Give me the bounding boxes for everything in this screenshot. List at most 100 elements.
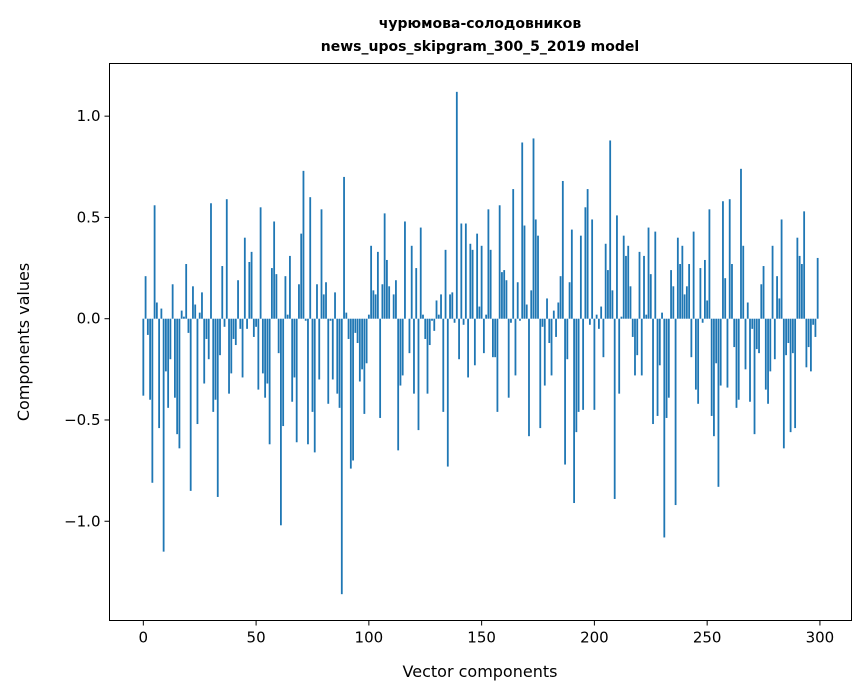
bar — [234, 318, 237, 346]
bar — [356, 318, 359, 344]
bar — [485, 314, 488, 319]
bar — [325, 282, 327, 319]
bar — [264, 318, 267, 398]
bar — [307, 318, 309, 445]
bar — [372, 290, 375, 319]
bar — [331, 318, 334, 380]
bar — [336, 318, 339, 394]
bar — [295, 318, 298, 443]
bar — [810, 318, 812, 372]
bar — [401, 318, 404, 376]
bar — [634, 318, 636, 376]
bar — [557, 302, 560, 319]
bar — [252, 318, 255, 337]
bar — [715, 318, 718, 364]
bar — [171, 284, 174, 319]
bar — [672, 286, 675, 319]
bar — [708, 209, 711, 319]
bar — [183, 316, 185, 319]
bar — [753, 318, 756, 435]
bar — [216, 318, 219, 497]
bar — [706, 300, 709, 319]
bar — [424, 318, 427, 339]
bar — [620, 316, 623, 319]
bar — [577, 318, 580, 412]
bar — [334, 292, 336, 319]
bar — [289, 255, 291, 319]
bar — [584, 207, 587, 319]
bar — [349, 318, 352, 469]
bar — [805, 318, 808, 368]
bar — [681, 245, 684, 319]
bar — [735, 318, 738, 408]
bar — [478, 306, 481, 319]
bar — [293, 318, 296, 378]
bar — [661, 312, 663, 319]
bar — [340, 318, 343, 595]
bar — [627, 245, 630, 319]
bar — [270, 268, 273, 319]
bar — [352, 318, 354, 461]
bar — [413, 318, 415, 394]
bar — [201, 292, 203, 319]
x-axis-label: Vector components — [403, 662, 558, 681]
bar — [616, 215, 618, 319]
bar — [198, 312, 201, 319]
bar — [573, 318, 575, 504]
bar — [758, 318, 760, 354]
bar — [697, 318, 700, 404]
bar — [676, 237, 679, 319]
bar — [361, 318, 363, 370]
bar — [358, 318, 361, 382]
bar — [701, 318, 704, 323]
bar — [259, 207, 262, 319]
bar — [440, 294, 442, 319]
bar — [446, 318, 449, 467]
bar — [548, 318, 551, 344]
bar — [196, 318, 199, 425]
bar — [652, 318, 654, 425]
bar — [566, 318, 569, 360]
bar — [503, 270, 506, 319]
bar — [444, 249, 447, 319]
bar — [399, 318, 402, 386]
bar — [525, 304, 528, 319]
bar — [528, 318, 530, 437]
bar — [598, 318, 600, 329]
bar — [410, 245, 413, 319]
bars-group — [142, 91, 819, 595]
bar — [622, 235, 625, 319]
y-tick-label: 0.5 — [77, 208, 101, 226]
bar — [762, 266, 765, 319]
bar — [374, 294, 377, 319]
bar — [796, 237, 799, 319]
bar — [316, 284, 318, 319]
bar — [704, 259, 706, 319]
bar — [591, 219, 594, 319]
bar — [192, 286, 194, 319]
y-tick-label: −0.5 — [64, 411, 100, 429]
bar — [674, 318, 677, 506]
bar — [512, 189, 515, 319]
bar — [487, 209, 490, 319]
bar — [683, 294, 686, 319]
bar — [178, 318, 181, 449]
x-tick-label: 150 — [467, 629, 496, 647]
bar — [656, 318, 659, 416]
bar — [379, 318, 382, 418]
bar — [785, 318, 787, 356]
bar — [726, 318, 729, 388]
bar — [460, 223, 463, 319]
bar — [776, 276, 778, 319]
bar — [665, 318, 668, 418]
bar — [167, 318, 170, 408]
bar — [564, 318, 566, 465]
bar — [643, 255, 645, 319]
bar — [780, 219, 783, 319]
bar — [268, 318, 271, 445]
bar — [521, 142, 524, 319]
bar — [816, 257, 819, 319]
bar — [699, 268, 702, 319]
bar — [275, 274, 278, 319]
bar — [751, 318, 754, 329]
